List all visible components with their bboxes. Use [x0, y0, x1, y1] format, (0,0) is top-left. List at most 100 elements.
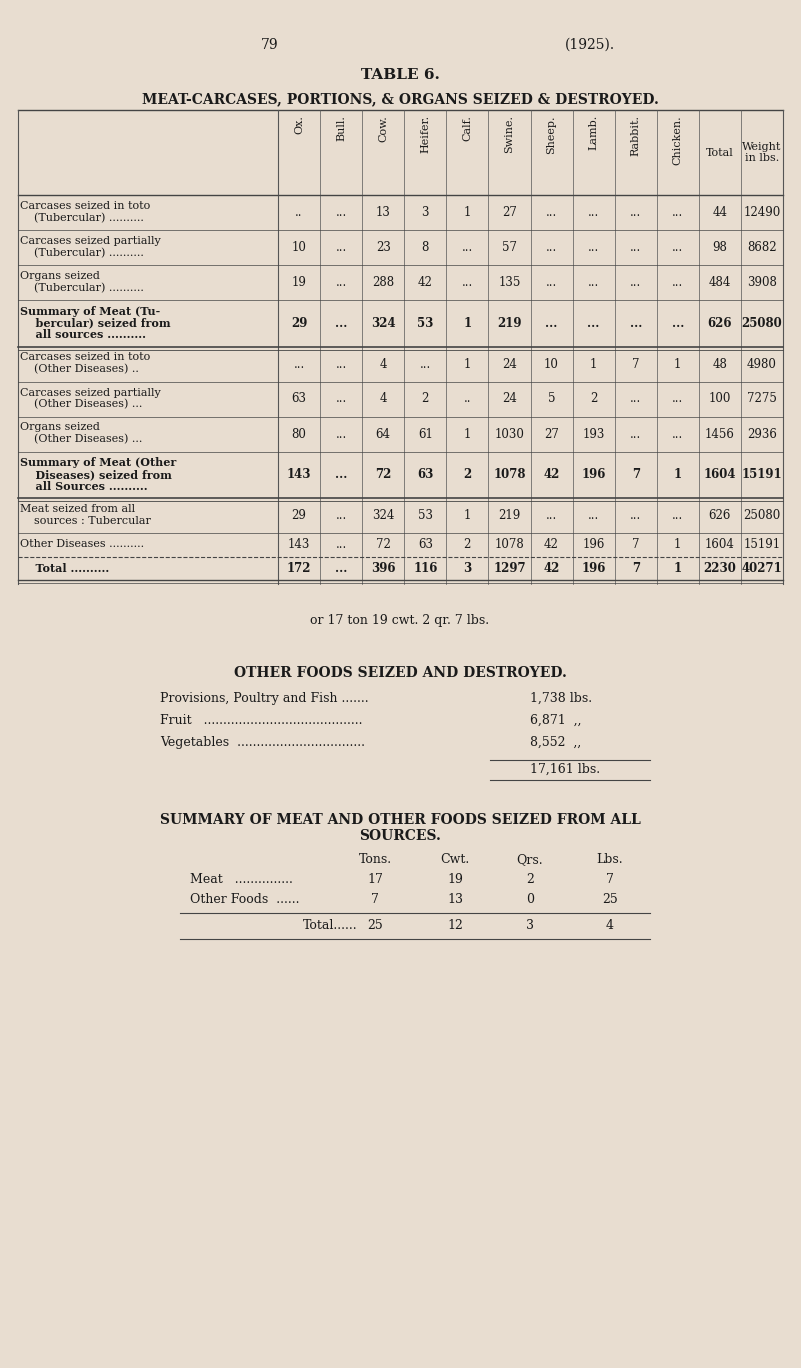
Text: Other Diseases ..........: Other Diseases ..........	[20, 539, 144, 549]
Text: 2230: 2230	[703, 562, 736, 575]
Text: ...: ...	[546, 509, 557, 523]
Text: ...: ...	[630, 427, 642, 440]
Text: ...: ...	[336, 357, 347, 371]
Text: ...: ...	[672, 207, 683, 219]
Text: 626: 626	[709, 509, 731, 523]
Text: ...: ...	[336, 538, 347, 551]
Text: ...: ...	[630, 509, 642, 523]
Text: ..: ..	[296, 207, 303, 219]
Text: ...: ...	[335, 468, 348, 482]
Text: 17,161 lbs.: 17,161 lbs.	[530, 763, 600, 776]
Text: 196: 196	[582, 468, 606, 482]
Text: Tons.: Tons.	[358, 854, 392, 866]
Text: ...: ...	[588, 276, 599, 289]
Text: 61: 61	[418, 427, 433, 440]
Text: Vegetables  .................................: Vegetables .............................…	[160, 736, 365, 750]
Text: Bull.: Bull.	[336, 115, 346, 141]
Text: 63: 63	[417, 468, 433, 482]
Text: Summary of Meat (Tu-: Summary of Meat (Tu-	[20, 306, 160, 317]
Text: 79: 79	[261, 38, 279, 52]
Text: ...: ...	[336, 207, 347, 219]
Text: 1: 1	[674, 538, 682, 551]
Text: 1: 1	[674, 357, 682, 371]
Text: 1: 1	[464, 427, 471, 440]
Text: (Other Diseases) ..: (Other Diseases) ..	[20, 364, 139, 375]
Text: Provisions, Poultry and Fish .......: Provisions, Poultry and Fish .......	[160, 692, 368, 705]
Text: 8682: 8682	[747, 241, 777, 254]
Text: 7: 7	[632, 538, 639, 551]
Text: 13: 13	[447, 893, 463, 906]
Text: Calf.: Calf.	[462, 115, 473, 141]
Text: Carcases seized partially: Carcases seized partially	[20, 237, 161, 246]
Text: SUMMARY OF MEAT AND OTHER FOODS SEIZED FROM ALL: SUMMARY OF MEAT AND OTHER FOODS SEIZED F…	[159, 813, 640, 828]
Text: 3: 3	[526, 919, 534, 932]
Text: Total: Total	[706, 148, 734, 157]
Text: 27: 27	[502, 207, 517, 219]
Text: ...: ...	[336, 393, 347, 405]
Text: 2: 2	[463, 468, 472, 482]
Text: 44: 44	[712, 207, 727, 219]
Text: (Tubercular) ..........: (Tubercular) ..........	[20, 283, 144, 293]
Text: ...: ...	[293, 357, 304, 371]
Text: ...: ...	[546, 207, 557, 219]
Text: ...: ...	[461, 276, 473, 289]
Text: 42: 42	[543, 562, 560, 575]
Text: 25080: 25080	[743, 509, 781, 523]
Text: 25: 25	[602, 893, 618, 906]
Text: ...: ...	[335, 562, 348, 575]
Text: 196: 196	[582, 562, 606, 575]
Text: 42: 42	[544, 538, 559, 551]
Text: sources : Tubercular: sources : Tubercular	[20, 516, 151, 525]
Text: 12: 12	[447, 919, 463, 932]
Text: 64: 64	[376, 427, 391, 440]
Text: 193: 193	[582, 427, 605, 440]
Text: 1078: 1078	[493, 468, 525, 482]
Text: Carcases seized in toto: Carcases seized in toto	[20, 353, 151, 363]
Text: 19: 19	[292, 276, 307, 289]
Text: 2: 2	[526, 873, 534, 886]
Text: OTHER FOODS SEIZED AND DESTROYED.: OTHER FOODS SEIZED AND DESTROYED.	[234, 666, 566, 680]
Text: 8: 8	[421, 241, 429, 254]
Text: 3: 3	[421, 207, 429, 219]
Text: 1: 1	[674, 562, 682, 575]
Text: ...: ...	[545, 317, 557, 330]
Text: Diseases) seized from: Diseases) seized from	[20, 469, 172, 480]
Text: 1297: 1297	[493, 562, 525, 575]
Text: 135: 135	[498, 276, 521, 289]
Text: 53: 53	[417, 317, 433, 330]
Text: 324: 324	[372, 509, 394, 523]
Text: 57: 57	[502, 241, 517, 254]
Text: ...: ...	[335, 317, 348, 330]
Text: 48: 48	[712, 357, 727, 371]
Text: 1456: 1456	[705, 427, 735, 440]
Text: 484: 484	[709, 276, 731, 289]
Text: 219: 219	[498, 509, 521, 523]
Text: Total......: Total......	[303, 919, 357, 932]
Text: 0: 0	[526, 893, 534, 906]
Text: ...: ...	[672, 427, 683, 440]
Text: 4: 4	[380, 357, 387, 371]
Text: 1604: 1604	[705, 538, 735, 551]
Text: 1030: 1030	[494, 427, 525, 440]
Text: ...: ...	[630, 317, 642, 330]
Text: all Sources ..........: all Sources ..........	[20, 480, 147, 491]
Text: Swine.: Swine.	[505, 115, 514, 153]
Text: Organs seized: Organs seized	[20, 271, 100, 280]
Text: 2: 2	[421, 393, 429, 405]
Text: 7: 7	[371, 893, 379, 906]
Text: 42: 42	[543, 468, 560, 482]
Text: 29: 29	[291, 317, 308, 330]
Text: 116: 116	[413, 562, 437, 575]
Text: ...: ...	[336, 509, 347, 523]
Text: ...: ...	[672, 509, 683, 523]
Text: or 17 ton 19 cwt. 2 qr. 7 lbs.: or 17 ton 19 cwt. 2 qr. 7 lbs.	[311, 614, 489, 627]
Text: 80: 80	[292, 427, 307, 440]
Text: 63: 63	[418, 538, 433, 551]
Text: Sheep.: Sheep.	[546, 115, 557, 153]
Text: ...: ...	[588, 241, 599, 254]
Text: 10: 10	[292, 241, 307, 254]
Text: ...: ...	[630, 393, 642, 405]
Text: bercular) seized from: bercular) seized from	[20, 317, 171, 328]
Text: SOURCES.: SOURCES.	[359, 829, 441, 843]
Text: Qrs.: Qrs.	[517, 854, 543, 866]
